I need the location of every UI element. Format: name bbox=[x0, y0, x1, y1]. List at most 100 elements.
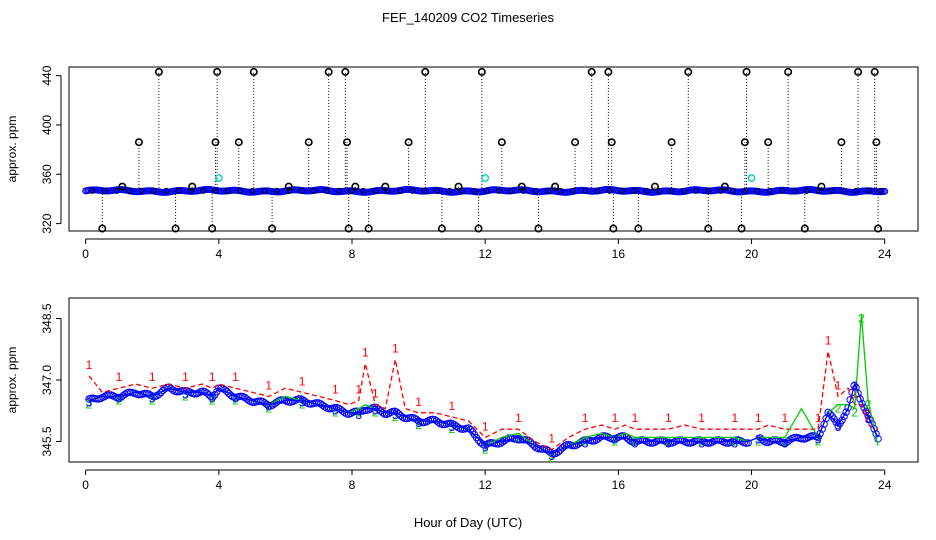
blue-point bbox=[862, 407, 870, 416]
spike-point bbox=[720, 182, 729, 191]
series-label-3: 3 bbox=[299, 396, 306, 410]
top-x-tick-label: 4 bbox=[215, 247, 222, 261]
series-label-3: 3 bbox=[582, 437, 589, 451]
spike-point bbox=[684, 67, 693, 76]
series-label-2: 2 bbox=[548, 451, 555, 465]
blue-point bbox=[838, 416, 846, 424]
blue-point bbox=[840, 412, 848, 421]
series-label-3: 3 bbox=[515, 432, 522, 446]
baseline-black-point bbox=[200, 187, 207, 194]
series-label-3: 3 bbox=[865, 412, 872, 426]
bottom-x-tick-label: 16 bbox=[612, 478, 626, 492]
baseline-black-point bbox=[421, 187, 428, 194]
series-label-1: 1 bbox=[732, 411, 739, 425]
series-label-1: 1 bbox=[582, 411, 589, 425]
series-label-2: 2 bbox=[612, 434, 619, 448]
baseline-black-point bbox=[557, 187, 564, 194]
bottom-plot-frame bbox=[68, 297, 919, 463]
spike-point bbox=[800, 224, 809, 233]
series-label-3: 3 bbox=[835, 420, 842, 434]
baseline-black-point bbox=[742, 187, 749, 194]
baseline-black-point bbox=[224, 187, 231, 194]
series-label-1: 1 bbox=[265, 378, 272, 392]
bottom-x-tick-label: 12 bbox=[478, 478, 492, 492]
bottom-y-tick-label: 347.0 bbox=[40, 365, 54, 395]
series-label-1: 1 bbox=[548, 432, 555, 446]
baseline-black-point bbox=[631, 187, 638, 194]
spike-point bbox=[551, 182, 560, 191]
series-label-3: 3 bbox=[149, 391, 156, 405]
series-label-1: 1 bbox=[392, 342, 399, 356]
top-y-tick-label: 440 bbox=[40, 65, 54, 85]
baseline-black-point bbox=[729, 187, 736, 194]
series-label-3: 3 bbox=[632, 437, 639, 451]
spike-point bbox=[304, 138, 313, 147]
top-plot-frame bbox=[68, 66, 919, 232]
baseline-black-point bbox=[532, 187, 539, 194]
spike-point bbox=[742, 67, 751, 76]
baseline-black-point bbox=[89, 187, 96, 194]
spike-point bbox=[171, 224, 180, 233]
series-label-1: 1 bbox=[632, 411, 639, 425]
baseline-black-point bbox=[803, 187, 810, 194]
spike-point bbox=[874, 224, 883, 233]
spike-point bbox=[667, 138, 676, 147]
spike-point bbox=[737, 224, 746, 233]
baseline-black-point bbox=[397, 187, 404, 194]
baseline-black-point bbox=[853, 187, 860, 194]
spike-point bbox=[364, 224, 373, 233]
series-label-2: 2 bbox=[265, 402, 272, 416]
spike-point bbox=[517, 182, 526, 191]
series-label-1: 1 bbox=[299, 374, 306, 388]
spike-point bbox=[497, 138, 506, 147]
bottom-x-tick-label: 20 bbox=[745, 478, 759, 492]
baseline-black-point bbox=[311, 187, 318, 194]
series-label-2: 2 bbox=[835, 402, 842, 416]
cyan-point bbox=[747, 174, 756, 182]
series-label-2: 2 bbox=[372, 406, 379, 420]
baseline-black-point bbox=[298, 187, 305, 194]
baseline-black-point bbox=[274, 187, 281, 194]
series-label-2: 2 bbox=[415, 418, 422, 432]
series-label-2: 2 bbox=[116, 393, 123, 407]
bottom-x-tick-label: 4 bbox=[215, 478, 222, 492]
baseline-black-point bbox=[766, 187, 773, 194]
series-label-1: 1 bbox=[755, 411, 762, 425]
series-label-2: 2 bbox=[851, 406, 858, 420]
series-label-3: 3 bbox=[698, 437, 705, 451]
spike-point bbox=[609, 224, 618, 233]
series-label-2: 2 bbox=[858, 311, 865, 325]
series-label-2: 2 bbox=[182, 389, 189, 403]
baseline-black-point bbox=[237, 187, 244, 194]
baseline-black-point bbox=[323, 187, 330, 194]
series-label-1: 1 bbox=[86, 358, 93, 372]
spike-point bbox=[784, 67, 793, 76]
baseline-black-point bbox=[655, 187, 662, 194]
series-label-3: 3 bbox=[851, 379, 858, 393]
baseline-black-point bbox=[594, 187, 601, 194]
series-label-1: 1 bbox=[415, 395, 422, 409]
spike-point bbox=[249, 67, 258, 76]
series-label-3: 3 bbox=[232, 391, 239, 405]
spike-point bbox=[872, 138, 881, 147]
spike-point bbox=[650, 182, 659, 191]
series-label-3: 3 bbox=[781, 437, 788, 451]
baseline-black-point bbox=[372, 187, 379, 194]
series-label-2: 2 bbox=[755, 434, 762, 448]
baseline-black-point bbox=[409, 187, 416, 194]
series-label-1: 1 bbox=[232, 370, 239, 384]
baseline-black-point bbox=[779, 187, 786, 194]
series-label-3: 3 bbox=[372, 404, 379, 418]
series-label-2: 2 bbox=[392, 410, 399, 424]
series-label-1: 1 bbox=[116, 370, 123, 384]
baseline-black-point bbox=[286, 187, 293, 194]
baseline-point bbox=[881, 187, 889, 195]
top-x-tick-label: 12 bbox=[478, 247, 492, 261]
series-label-2: 2 bbox=[86, 398, 93, 412]
spike-point bbox=[477, 67, 486, 76]
series-label-3: 3 bbox=[355, 408, 362, 422]
series-label-3: 3 bbox=[209, 391, 216, 405]
baseline-black-point bbox=[692, 187, 699, 194]
